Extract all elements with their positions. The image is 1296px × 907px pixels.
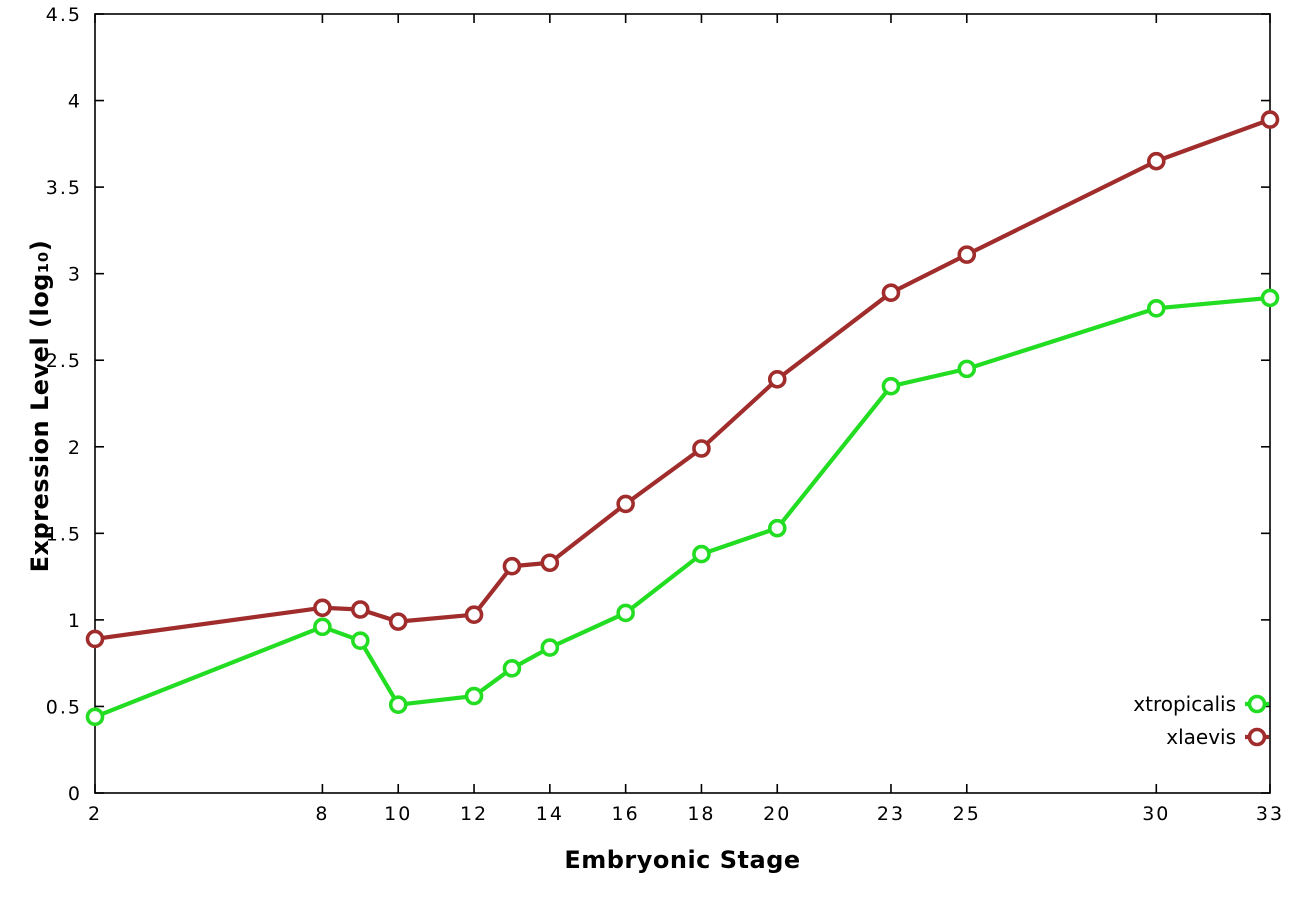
data-point-xlaevis bbox=[1260, 110, 1280, 129]
y-tick-label: 1.5 bbox=[46, 523, 82, 545]
y-tick-label: 0.5 bbox=[46, 696, 82, 718]
y-tick-label: 1 bbox=[68, 610, 82, 632]
x-tick-label: 33 bbox=[1256, 803, 1284, 825]
data-point-xlaevis bbox=[388, 612, 408, 631]
data-point-xtropicalis bbox=[1260, 288, 1280, 308]
data-point-xlaevis bbox=[767, 369, 787, 389]
x-tick-label: 30 bbox=[1142, 803, 1170, 825]
series-line-xtropicalis bbox=[92, 295, 1273, 719]
data-point-xlaevis bbox=[85, 629, 105, 649]
data-point-xtropicalis bbox=[540, 638, 560, 657]
data-point-xlaevis bbox=[957, 245, 977, 264]
x-tick-label: 20 bbox=[763, 803, 791, 825]
x-tick-label: 2 bbox=[88, 803, 102, 825]
data-point-xtropicalis bbox=[388, 695, 408, 715]
x-tick-label: 8 bbox=[315, 803, 329, 825]
data-point-xlaevis bbox=[540, 553, 560, 573]
data-point-xlaevis bbox=[881, 283, 901, 303]
data-point-xtropicalis bbox=[881, 376, 901, 396]
series-line-xlaevis bbox=[92, 117, 1273, 642]
data-point-xtropicalis bbox=[502, 659, 522, 678]
y-tick-label: 3.5 bbox=[46, 177, 82, 199]
y-axis-title: Expression Level (log₁₀) bbox=[26, 239, 54, 573]
data-point-xtropicalis bbox=[351, 631, 370, 650]
x-tick-label: 23 bbox=[877, 803, 905, 825]
data-point-xtropicalis bbox=[464, 686, 484, 706]
data-point-xtropicalis bbox=[767, 518, 787, 538]
data-point-xlaevis bbox=[351, 600, 370, 619]
data-point-xlaevis bbox=[502, 556, 522, 576]
y-tick-label: 4.5 bbox=[46, 4, 82, 26]
x-tick-label: 14 bbox=[536, 803, 564, 825]
plot-border bbox=[94, 13, 1271, 794]
data-point-xtropicalis bbox=[1146, 298, 1166, 318]
y-tick-label: 0 bbox=[68, 783, 82, 805]
x-axis-title: Embryonic Stage bbox=[564, 846, 801, 874]
data-point-xtropicalis bbox=[616, 603, 635, 623]
data-point-xtropicalis bbox=[85, 707, 105, 727]
legend-sample-marker-xlaevis bbox=[1247, 727, 1267, 747]
legend-label-xlaevis: xlaevis bbox=[1166, 725, 1236, 749]
y-tick-label: 2.5 bbox=[46, 350, 82, 372]
legend-label-xtropicalis: xtropicalis bbox=[1133, 692, 1236, 716]
data-point-xlaevis bbox=[692, 439, 711, 458]
data-point-xlaevis bbox=[464, 605, 484, 624]
y-tick-label: 2 bbox=[68, 437, 82, 459]
x-tick-label: 25 bbox=[953, 803, 981, 825]
data-point-xlaevis bbox=[616, 494, 635, 514]
data-point-xtropicalis bbox=[957, 359, 977, 379]
x-tick-label: 10 bbox=[384, 803, 412, 825]
legend-sample-marker-xtropicalis bbox=[1247, 694, 1267, 714]
x-tick-label: 16 bbox=[612, 803, 640, 825]
x-tick-label: 12 bbox=[460, 803, 488, 825]
x-tick-label: 18 bbox=[687, 803, 715, 825]
y-tick-label: 3 bbox=[68, 264, 82, 286]
y-tick-label: 4 bbox=[68, 91, 82, 113]
data-point-xlaevis bbox=[1146, 151, 1166, 171]
data-point-xtropicalis bbox=[692, 544, 711, 564]
data-point-xtropicalis bbox=[313, 617, 332, 637]
data-point-xlaevis bbox=[313, 598, 332, 618]
